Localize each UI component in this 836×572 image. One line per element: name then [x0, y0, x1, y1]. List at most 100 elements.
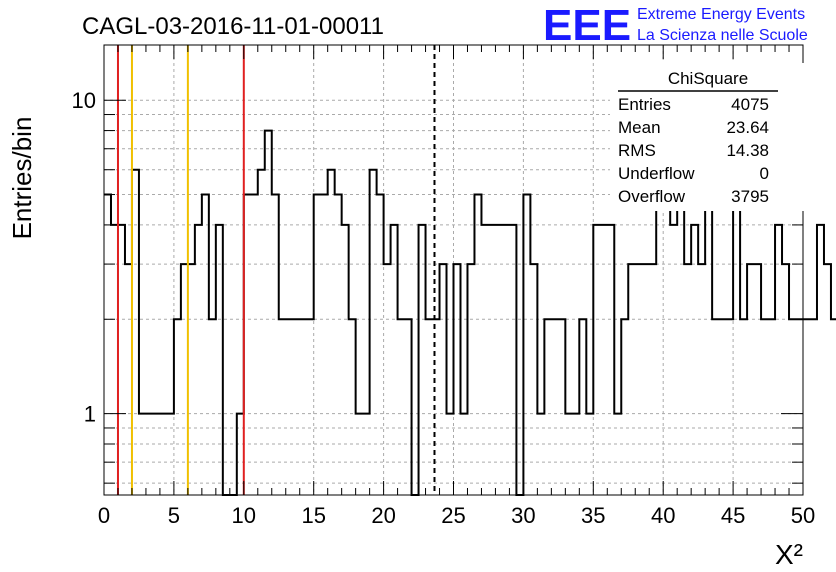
x-tick-label: 50: [791, 503, 815, 528]
x-tick-label: 45: [721, 503, 745, 528]
histogram-bin: [118, 225, 125, 495]
histogram-bin: [426, 319, 433, 495]
x-axis-label: X²: [775, 539, 803, 570]
histogram-bin: [160, 414, 167, 495]
histogram-bin: [258, 170, 265, 495]
stats-value-underflow: 0: [760, 164, 769, 183]
y-tick-label: 1: [84, 402, 96, 427]
histogram-bin: [279, 319, 286, 495]
histogram-bin: [530, 264, 537, 495]
histogram-bin: [481, 225, 488, 495]
histogram-bin: [419, 225, 426, 495]
histogram-bin: [558, 319, 565, 495]
histogram-bin: [754, 264, 761, 495]
y-tick-labels: 1 10: [72, 88, 96, 426]
histogram-bin: [314, 195, 321, 495]
histogram-bin: [495, 225, 502, 495]
histogram-bin: [691, 225, 698, 495]
histogram-bin: [670, 225, 677, 495]
stats-label-underflow: Underflow: [618, 164, 695, 183]
histogram-bin: [321, 195, 328, 495]
histogram-bin: [775, 225, 782, 495]
logo-line-2: La Scienza nelle Scuole: [637, 27, 808, 44]
histogram-bin: [621, 319, 628, 495]
x-tick-labels: 0 5 10 15 20 25 30 35 40 45 50: [98, 503, 815, 528]
histogram-bin: [649, 264, 656, 495]
histogram-bin: [586, 414, 593, 495]
stats-title: ChiSquare: [668, 69, 748, 88]
histogram-bin: [209, 319, 216, 495]
histogram-bin: [237, 414, 244, 495]
y-tick-label: 10: [72, 88, 96, 113]
histogram-bin: [712, 319, 719, 495]
histogram-bin: [642, 264, 649, 495]
histogram-bin: [398, 319, 405, 495]
histogram-bin: [509, 225, 516, 495]
histogram-bin: [523, 195, 530, 495]
histogram-bin: [614, 414, 621, 495]
histogram-bin: [460, 414, 467, 495]
histogram-bin: [265, 131, 272, 495]
stats-label-rms: RMS: [618, 141, 656, 160]
stats-label-overflow: Overflow: [618, 187, 686, 206]
histogram-bin: [300, 319, 307, 495]
histogram-bin: [628, 264, 635, 495]
x-tick-label: 15: [301, 503, 325, 528]
histogram-bin: [600, 225, 607, 495]
histogram-bin: [803, 319, 810, 495]
histogram-bin: [796, 319, 803, 495]
marker-lines: [116, 45, 436, 495]
stats-label-entries: Entries: [618, 95, 671, 114]
histogram-bin: [488, 225, 495, 495]
stats-value-entries: 4075: [731, 95, 769, 114]
histogram-bin: [789, 319, 796, 495]
histogram-bin: [782, 264, 789, 495]
histogram-bin: [181, 264, 188, 495]
histogram-bin: [188, 264, 195, 495]
histogram-bin: [817, 225, 824, 495]
histogram-bin: [733, 195, 740, 495]
histogram-outline: [104, 129, 836, 496]
histogram-bin: [405, 319, 412, 495]
x-tick-label: 30: [511, 503, 535, 528]
histogram-bin: [719, 319, 726, 495]
histogram-bin: [286, 319, 293, 495]
histogram-bin: [370, 170, 377, 495]
histogram: [104, 129, 836, 496]
histogram-bin: [307, 319, 314, 495]
histogram-bin: [293, 319, 300, 495]
histogram-bin: [349, 319, 356, 495]
eee-logo: EEE Extreme Energy Events La Scienza nel…: [543, 1, 808, 50]
histogram-bin: [132, 170, 139, 495]
histogram-bin: [467, 264, 474, 495]
histogram-bin: [635, 264, 642, 495]
histogram-bin: [726, 319, 733, 495]
histogram-bin: [810, 319, 817, 495]
logo-line-1: Extreme Energy Events: [637, 6, 805, 23]
stats-box: ChiSquare Entries 4075 Mean 23.64 RMS 14…: [610, 63, 804, 211]
stats-label-mean: Mean: [618, 118, 661, 137]
stats-value-overflow: 3795: [731, 187, 769, 206]
x-tick-label: 5: [168, 503, 180, 528]
histogram-bin: [447, 414, 454, 495]
histogram-bin: [454, 264, 461, 495]
histogram-bin: [502, 225, 509, 495]
histogram-bin: [139, 414, 146, 495]
histogram-bin: [384, 264, 391, 495]
histogram-bin: [537, 414, 544, 495]
histogram-bin: [125, 264, 132, 495]
histogram-bin: [244, 195, 251, 495]
histogram-bin: [216, 225, 223, 495]
stats-value-rms: 14.38: [726, 141, 769, 160]
histogram-bin: [104, 195, 111, 495]
histogram-bin: [195, 225, 202, 495]
histogram-bin: [572, 414, 579, 495]
x-tick-label: 20: [371, 503, 395, 528]
histogram-bin: [391, 225, 398, 495]
x-tick-label: 35: [581, 503, 605, 528]
histogram-bin: [167, 414, 174, 495]
histogram-bin: [356, 414, 363, 495]
histogram-bin: [111, 225, 118, 495]
histogram-bin: [146, 414, 153, 495]
